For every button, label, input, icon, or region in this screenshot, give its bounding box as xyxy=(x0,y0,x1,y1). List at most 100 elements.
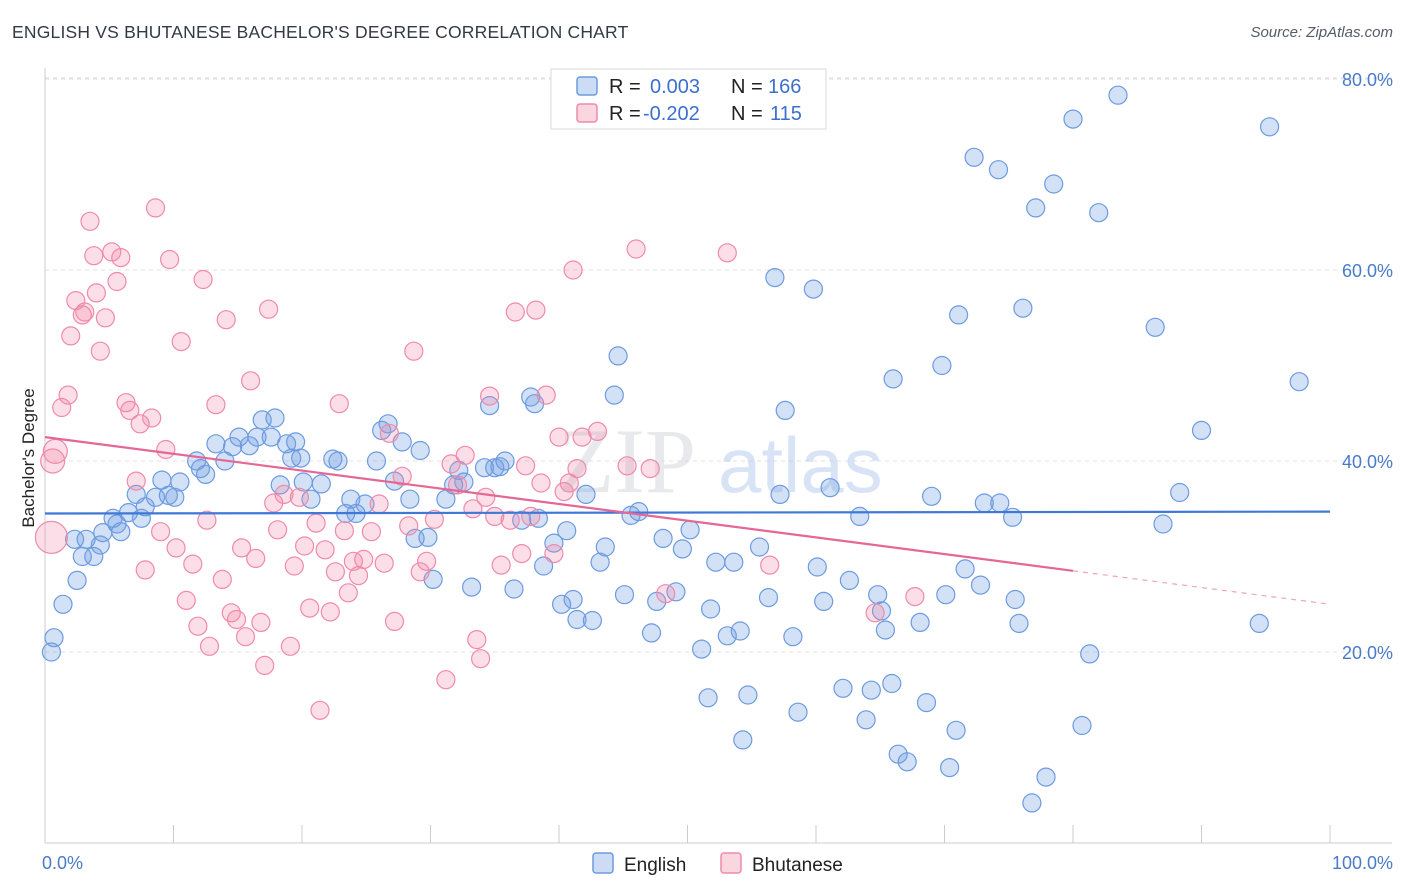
english-point xyxy=(1072,715,1092,736)
bhutanese-point xyxy=(399,516,419,536)
bhutanese-point xyxy=(491,555,511,575)
bhutanese-point xyxy=(306,513,326,533)
bhutanese-point xyxy=(587,421,608,441)
english-point xyxy=(311,474,331,494)
english-point xyxy=(814,591,834,612)
bhutanese-point xyxy=(142,408,162,428)
bhutanese-point xyxy=(130,414,150,434)
bhutanese-points xyxy=(34,198,925,720)
english-point xyxy=(1044,174,1064,194)
bhutanese-point xyxy=(626,239,646,259)
watermark: ZIP atlas xyxy=(558,410,883,512)
bhutanese-point xyxy=(384,611,405,632)
bhutanese-point xyxy=(107,271,127,292)
english-point xyxy=(366,451,387,471)
bhutanese-point xyxy=(549,427,569,447)
bhutanese-point xyxy=(361,522,381,542)
english-point xyxy=(738,685,758,705)
english-point xyxy=(970,575,991,595)
english-point xyxy=(341,489,361,509)
bhutanese-point xyxy=(212,569,232,590)
english-point xyxy=(291,448,311,468)
english-point xyxy=(788,702,808,722)
english-point xyxy=(328,451,348,471)
bottom-legend: English Bhutanese xyxy=(592,852,843,876)
english-point xyxy=(270,475,290,495)
y-tick-labels: 20.0% 40.0% 60.0% 80.0% xyxy=(1342,70,1393,663)
bhutanese-point xyxy=(436,670,456,690)
bhutanese-point xyxy=(334,521,354,541)
bhutanese-point xyxy=(338,583,358,603)
bhutanese-point xyxy=(284,556,304,576)
bhutanese-point xyxy=(259,299,279,319)
english-point xyxy=(44,628,64,648)
english-point xyxy=(758,587,779,608)
bhutanese-point xyxy=(255,655,275,676)
bhutanese-point xyxy=(183,554,203,574)
bhutanese-point xyxy=(410,562,430,582)
english-point xyxy=(490,457,510,477)
english-point xyxy=(946,720,966,740)
legend-english-swatch xyxy=(576,76,598,96)
english-point xyxy=(1009,613,1029,634)
bhutanese-point xyxy=(295,536,315,556)
english-point xyxy=(990,493,1010,513)
english-point xyxy=(90,535,110,555)
chart-source: Source: ZipAtlas.com xyxy=(1250,24,1393,41)
bhutanese-point xyxy=(536,385,556,405)
bhutanese-point xyxy=(289,487,309,507)
english-point xyxy=(576,484,596,504)
legend-bhutanese-r-value: -0.202 xyxy=(643,103,700,125)
top-legend: R = 0.003 N = 166 R = -0.202 N = 115 xyxy=(550,68,827,130)
bhutanese-point xyxy=(544,543,564,564)
bhutanese-point xyxy=(656,584,676,604)
english-point xyxy=(111,522,131,542)
bhutanese-point xyxy=(84,246,104,266)
english-point xyxy=(1080,644,1100,664)
english-point xyxy=(1026,198,1046,218)
legend-bhutanese-n-label: N = xyxy=(731,103,763,125)
bhutanese-point xyxy=(61,326,81,346)
english-point xyxy=(700,599,721,619)
bhutanese-point xyxy=(476,487,496,507)
english-point xyxy=(533,556,554,576)
english-point xyxy=(1191,420,1212,440)
watermark-atlas: atlas xyxy=(718,421,883,509)
english-point xyxy=(608,346,628,366)
english-point xyxy=(614,585,635,605)
english-point xyxy=(856,710,876,730)
x-tick-labels: 0.0% 100.0% xyxy=(42,853,1393,873)
english-point xyxy=(1108,85,1128,105)
english-point xyxy=(783,627,803,647)
bhutanese-point xyxy=(354,549,374,570)
english-point xyxy=(641,623,662,643)
english-point xyxy=(170,472,190,492)
english-point xyxy=(196,464,216,484)
english-point xyxy=(770,484,790,504)
bhutanese-point xyxy=(563,260,583,280)
english-point xyxy=(41,642,62,662)
bhutanese-point xyxy=(197,510,217,530)
y-tick-label: 80.0% xyxy=(1342,70,1393,90)
english-point xyxy=(897,752,917,772)
bhutanese-point xyxy=(274,484,294,504)
english-point xyxy=(495,451,515,471)
bhutanese-point xyxy=(480,386,500,406)
bhutanese-point xyxy=(315,540,335,560)
english-point xyxy=(582,610,603,631)
bhutanese-point xyxy=(135,560,155,580)
bhutanese-point xyxy=(531,473,551,493)
english-point xyxy=(1013,298,1033,318)
english-point xyxy=(1022,793,1042,813)
bottom-legend-bhutanese-swatch xyxy=(720,852,742,874)
bhutanese-point xyxy=(120,400,140,420)
y-tick-label: 40.0% xyxy=(1342,452,1393,472)
bhutanese-trend-line xyxy=(44,436,1074,572)
english-point xyxy=(932,355,952,376)
english-point xyxy=(839,570,860,591)
bhutanese-point xyxy=(241,371,261,391)
english-point xyxy=(936,585,956,605)
bhutanese-point xyxy=(300,598,320,618)
bhutanese-point xyxy=(90,341,110,361)
english-point xyxy=(76,529,96,549)
